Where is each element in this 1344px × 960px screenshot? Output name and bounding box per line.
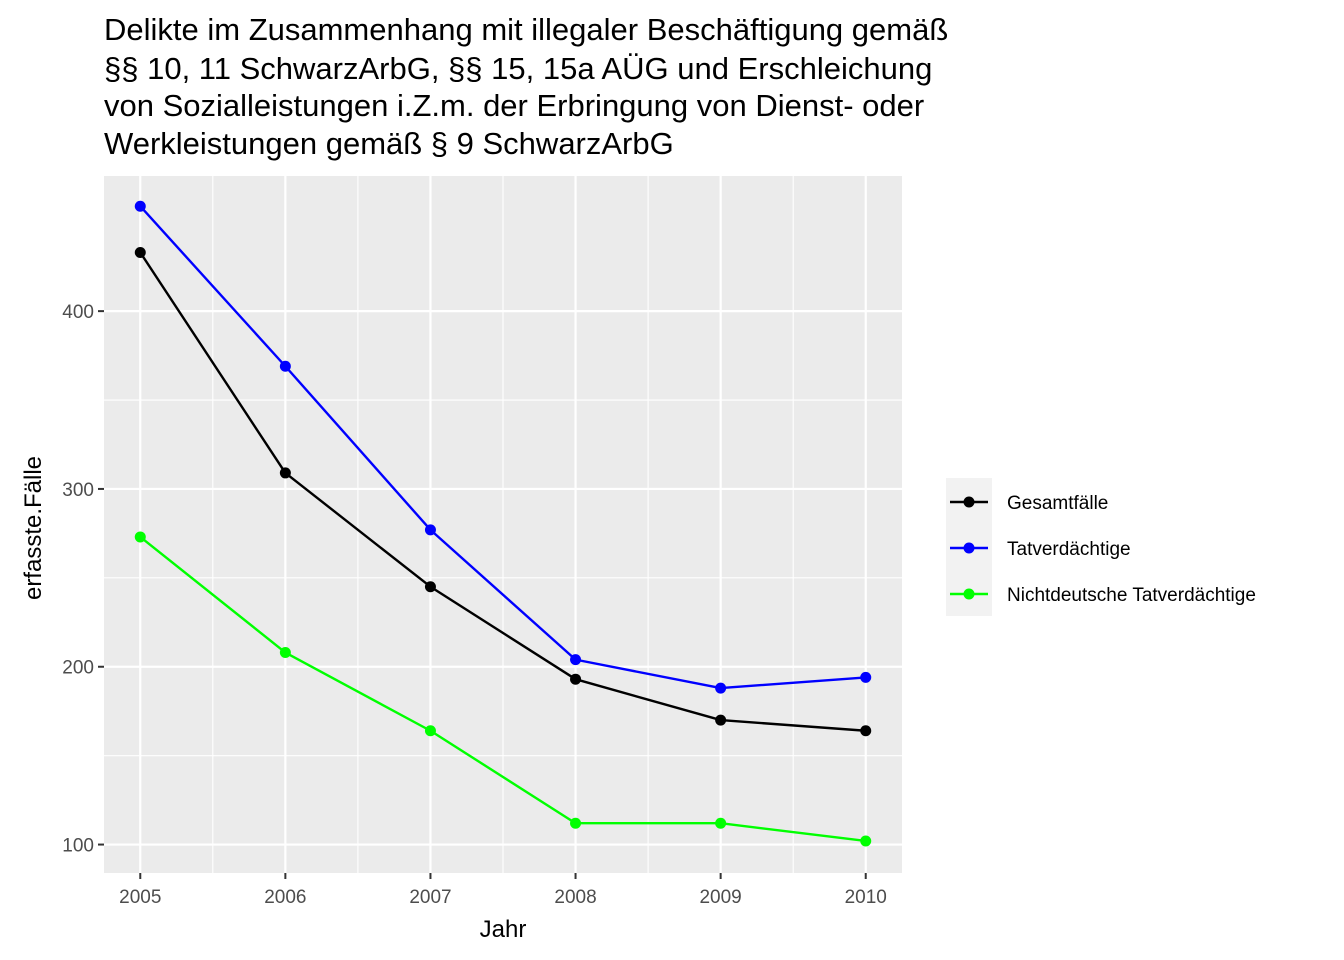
- data-point: [279, 467, 291, 479]
- data-point: [424, 725, 436, 737]
- x-axis: 2005 2006 2007 2008 2009 2010: [119, 873, 887, 908]
- x-tick-label: 2007: [409, 887, 451, 908]
- title-line: §§ 10, 11 SchwarzArbG, §§ 15, 15a AÜG un…: [104, 51, 932, 86]
- data-point: [570, 673, 582, 685]
- chart-title: Delikte im Zusammenhang mit illegaler Be…: [104, 12, 948, 161]
- data-point: [424, 581, 436, 593]
- legend-label: Gesamtfälle: [1007, 493, 1108, 514]
- data-point: [424, 524, 436, 536]
- series-line: [139, 205, 866, 690]
- y-tick-label: 100: [62, 836, 94, 857]
- series-line: [139, 536, 866, 843]
- legend-label: Nichtdeutsche Tatverdächtige: [1007, 585, 1256, 606]
- y-axis-title: erfasste.Fälle: [20, 456, 47, 600]
- legend: Gesamtfälle Tatverdächtige Nichtdeutsche T…: [946, 478, 1256, 616]
- legend-key-point: [963, 588, 975, 600]
- data-point: [715, 682, 727, 694]
- y-tick-label: 400: [62, 302, 94, 323]
- data-point: [860, 725, 872, 737]
- legend-key-point: [963, 496, 975, 508]
- data-point: [860, 835, 872, 847]
- data-point: [860, 671, 872, 683]
- data-point: [134, 531, 146, 543]
- y-tick-label: 200: [62, 658, 94, 679]
- title-line: Werkleistungen gemäß § 9 SchwarzArbG: [104, 126, 674, 161]
- x-tick-label: 2010: [845, 887, 887, 908]
- y-tick-label: 300: [62, 480, 94, 501]
- data-point: [570, 654, 582, 666]
- data-point: [570, 817, 582, 829]
- x-tick-label: 2006: [264, 887, 306, 908]
- data-point: [134, 200, 146, 212]
- data-series: [134, 200, 872, 847]
- data-point: [715, 714, 727, 726]
- x-tick-label: 2005: [119, 887, 161, 908]
- x-axis-title: Jahr: [480, 916, 527, 943]
- legend-key-point: [963, 542, 975, 554]
- series-line: [139, 251, 866, 732]
- data-point: [715, 817, 727, 829]
- y-axis: 100 200 300 400: [62, 302, 104, 857]
- data-point: [134, 246, 146, 258]
- x-tick-label: 2009: [699, 887, 741, 908]
- data-point: [279, 360, 291, 372]
- legend-label: Tatverdächtige: [1007, 539, 1131, 560]
- x-tick-label: 2008: [554, 887, 596, 908]
- title-line: Delikte im Zusammenhang mit illegaler Be…: [104, 12, 948, 47]
- title-line: von Sozialleistungen i.Z.m. der Erbringu…: [104, 88, 924, 123]
- data-point: [279, 647, 291, 659]
